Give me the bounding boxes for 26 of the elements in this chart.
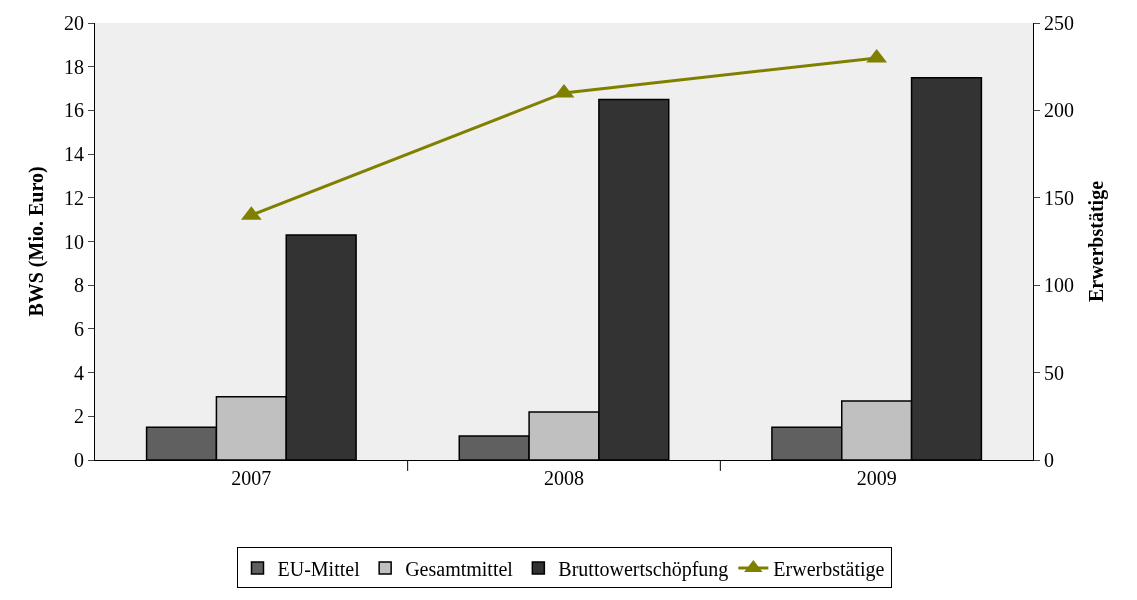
legend-label: Erwerbstätige — [773, 557, 885, 581]
y2-tick-label: 100 — [1044, 274, 1074, 297]
x-tick-label: 2007 — [231, 467, 272, 489]
y2-axis-title: Erwerbstätige — [1084, 180, 1108, 303]
legend-label: EU-Mittel — [277, 557, 361, 580]
y2-tick-label: 50 — [1044, 361, 1064, 384]
y-tick-label: 6 — [74, 317, 84, 340]
y2-tick-label: 150 — [1044, 186, 1074, 209]
y-tick-label: 16 — [64, 99, 84, 122]
y-tick-label: 12 — [64, 186, 84, 209]
y-tick-label: 2 — [74, 405, 84, 428]
legend-label: Bruttowertschöpfung — [558, 557, 729, 581]
y2-tick-label: 200 — [1044, 99, 1074, 122]
legend-label: Gesamtmittel — [405, 557, 514, 580]
y-tick-label: 4 — [74, 361, 84, 384]
y-tick-label: 0 — [74, 449, 84, 471]
y-tick-label: 14 — [64, 143, 84, 166]
x-tick-label: 2008 — [544, 467, 584, 489]
y2-tick-label: 250 — [1044, 12, 1074, 34]
y-tick-label: 10 — [64, 230, 84, 253]
y-tick-label: 8 — [74, 274, 84, 297]
y-tick-label: 18 — [64, 55, 84, 78]
y2-tick-label: 0 — [1044, 449, 1054, 471]
y-axis-title: BWS (Mio. Euro) — [24, 166, 48, 317]
x-tick-label: 2009 — [856, 467, 897, 489]
y-tick-label: 20 — [64, 12, 84, 34]
